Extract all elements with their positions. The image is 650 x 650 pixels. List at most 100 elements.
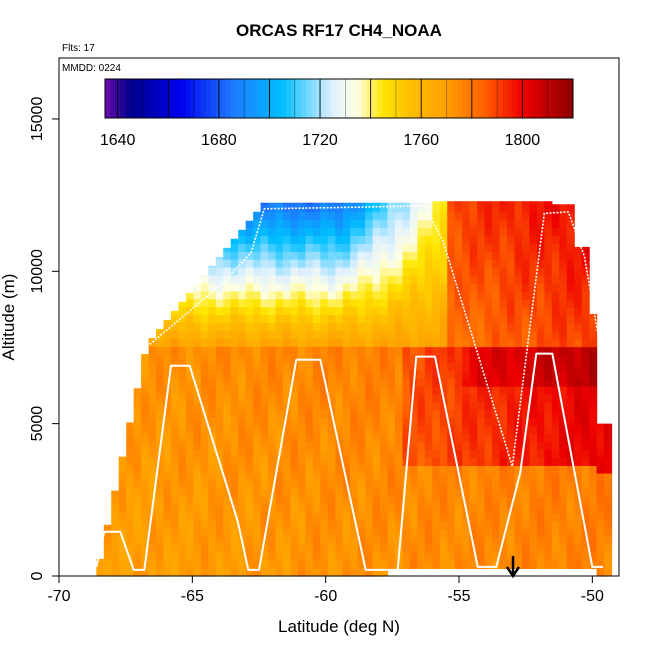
- colorbar-segment: [331, 79, 337, 118]
- heatmap-cell: [387, 497, 396, 506]
- heatmap-cell: [469, 536, 478, 546]
- heatmap-cell: [223, 425, 232, 434]
- heatmap-cell: [462, 402, 471, 411]
- heatmap-cell: [215, 544, 224, 553]
- heatmap-cell: [589, 378, 598, 387]
- heatmap-cell: [372, 377, 381, 387]
- heatmap-cell: [380, 520, 389, 530]
- heatmap-cell: [514, 251, 523, 261]
- heatmap-cell: [447, 497, 456, 506]
- heatmap-cell: [312, 488, 321, 498]
- colorbar-segment: [326, 79, 332, 118]
- heatmap-cell: [245, 370, 254, 379]
- heatmap-cell: [402, 330, 411, 340]
- heatmap-cell: [484, 267, 493, 276]
- heatmap-cell: [492, 473, 501, 482]
- heatmap-cell: [372, 465, 381, 474]
- heatmap-cell: [521, 370, 530, 379]
- heatmap-cell: [574, 497, 583, 506]
- heatmap-cell: [484, 203, 493, 213]
- heatmap-cell: [447, 457, 456, 466]
- heatmap-cell: [469, 528, 478, 538]
- heatmap-cell: [521, 441, 530, 451]
- heatmap-cell: [395, 251, 404, 261]
- heatmap-cell: [126, 425, 135, 434]
- heatmap-cell: [163, 449, 172, 458]
- heatmap-cell: [148, 457, 157, 466]
- heatmap-cell: [380, 251, 389, 260]
- heatmap-cell: [342, 425, 351, 434]
- heatmap-cell: [193, 370, 202, 379]
- heatmap-cell: [133, 504, 142, 514]
- heatmap-cell: [171, 552, 180, 561]
- heatmap-cell: [327, 202, 336, 205]
- heatmap-cell: [462, 481, 471, 490]
- heatmap-cell: [305, 520, 314, 530]
- heatmap-cell: [604, 544, 613, 553]
- heatmap-cell: [492, 322, 501, 332]
- heatmap-cell: [185, 370, 194, 379]
- heatmap-cell: [424, 552, 433, 562]
- heatmap-cell: [215, 362, 224, 371]
- heatmap-cell: [409, 409, 418, 419]
- heatmap-cell: [320, 449, 329, 458]
- heatmap-cell: [536, 394, 545, 403]
- heatmap-cell: [432, 402, 441, 411]
- heatmap-cell: [357, 473, 366, 482]
- heatmap-cell: [283, 433, 292, 442]
- heatmap-cell: [566, 409, 575, 419]
- heatmap-cell: [185, 544, 194, 553]
- heatmap-cell: [238, 560, 247, 569]
- heatmap-cell: [185, 409, 194, 419]
- heatmap-cell: [133, 388, 142, 395]
- heatmap-cell: [469, 299, 478, 308]
- heatmap-cell: [230, 520, 239, 530]
- heatmap-cell: [335, 235, 344, 244]
- heatmap-cell: [141, 354, 150, 355]
- heatmap-cell: [544, 306, 553, 316]
- heatmap-cell: [141, 362, 150, 371]
- heatmap-cell: [342, 290, 351, 300]
- heatmap-cell: [439, 211, 448, 221]
- heatmap-cell: [335, 377, 344, 387]
- heatmap-cell: [387, 465, 396, 474]
- heatmap-cell: [417, 251, 426, 261]
- heatmap-cell: [417, 219, 426, 229]
- heatmap-cell: [439, 457, 448, 466]
- heatmap-cell: [574, 362, 583, 371]
- heatmap-cell: [253, 536, 262, 545]
- heatmap-cell: [492, 528, 501, 538]
- heatmap-cell: [148, 560, 157, 569]
- heatmap-cell: [365, 385, 374, 395]
- flight-track-line: [95, 352, 603, 571]
- heatmap-cell: [245, 536, 254, 545]
- heatmap-cell: [477, 512, 486, 522]
- heatmap-cell: [536, 203, 545, 213]
- heatmap-cell: [574, 283, 583, 292]
- heatmap-cell: [484, 481, 493, 490]
- heatmap-cell: [283, 338, 292, 347]
- heatmap-cell: [342, 370, 351, 379]
- heatmap-cell: [372, 401, 381, 411]
- heatmap-cell: [589, 544, 598, 554]
- heatmap-cell: [118, 457, 127, 466]
- heatmap-cell: [253, 552, 262, 561]
- heatmap-cell: [342, 338, 351, 347]
- heatmap-cell: [521, 219, 530, 229]
- heatmap-cell: [215, 298, 224, 308]
- heatmap-cell: [551, 536, 560, 546]
- heatmap-cell: [514, 267, 523, 276]
- heatmap-cell: [312, 338, 321, 347]
- heatmap-cell: [477, 306, 486, 316]
- heatmap-cell: [357, 409, 366, 419]
- heatmap-cell: [342, 552, 351, 561]
- heatmap-cell: [208, 385, 217, 395]
- heatmap-cell: [238, 314, 247, 324]
- heatmap-cell: [536, 235, 545, 245]
- heatmap-cell: [589, 520, 598, 530]
- heatmap-cell: [275, 417, 284, 427]
- heatmap-cell: [507, 306, 516, 316]
- heatmap-cell: [432, 203, 441, 213]
- heatmap-cell: [462, 497, 471, 506]
- y-axis-label: Altitude (m): [0, 274, 18, 361]
